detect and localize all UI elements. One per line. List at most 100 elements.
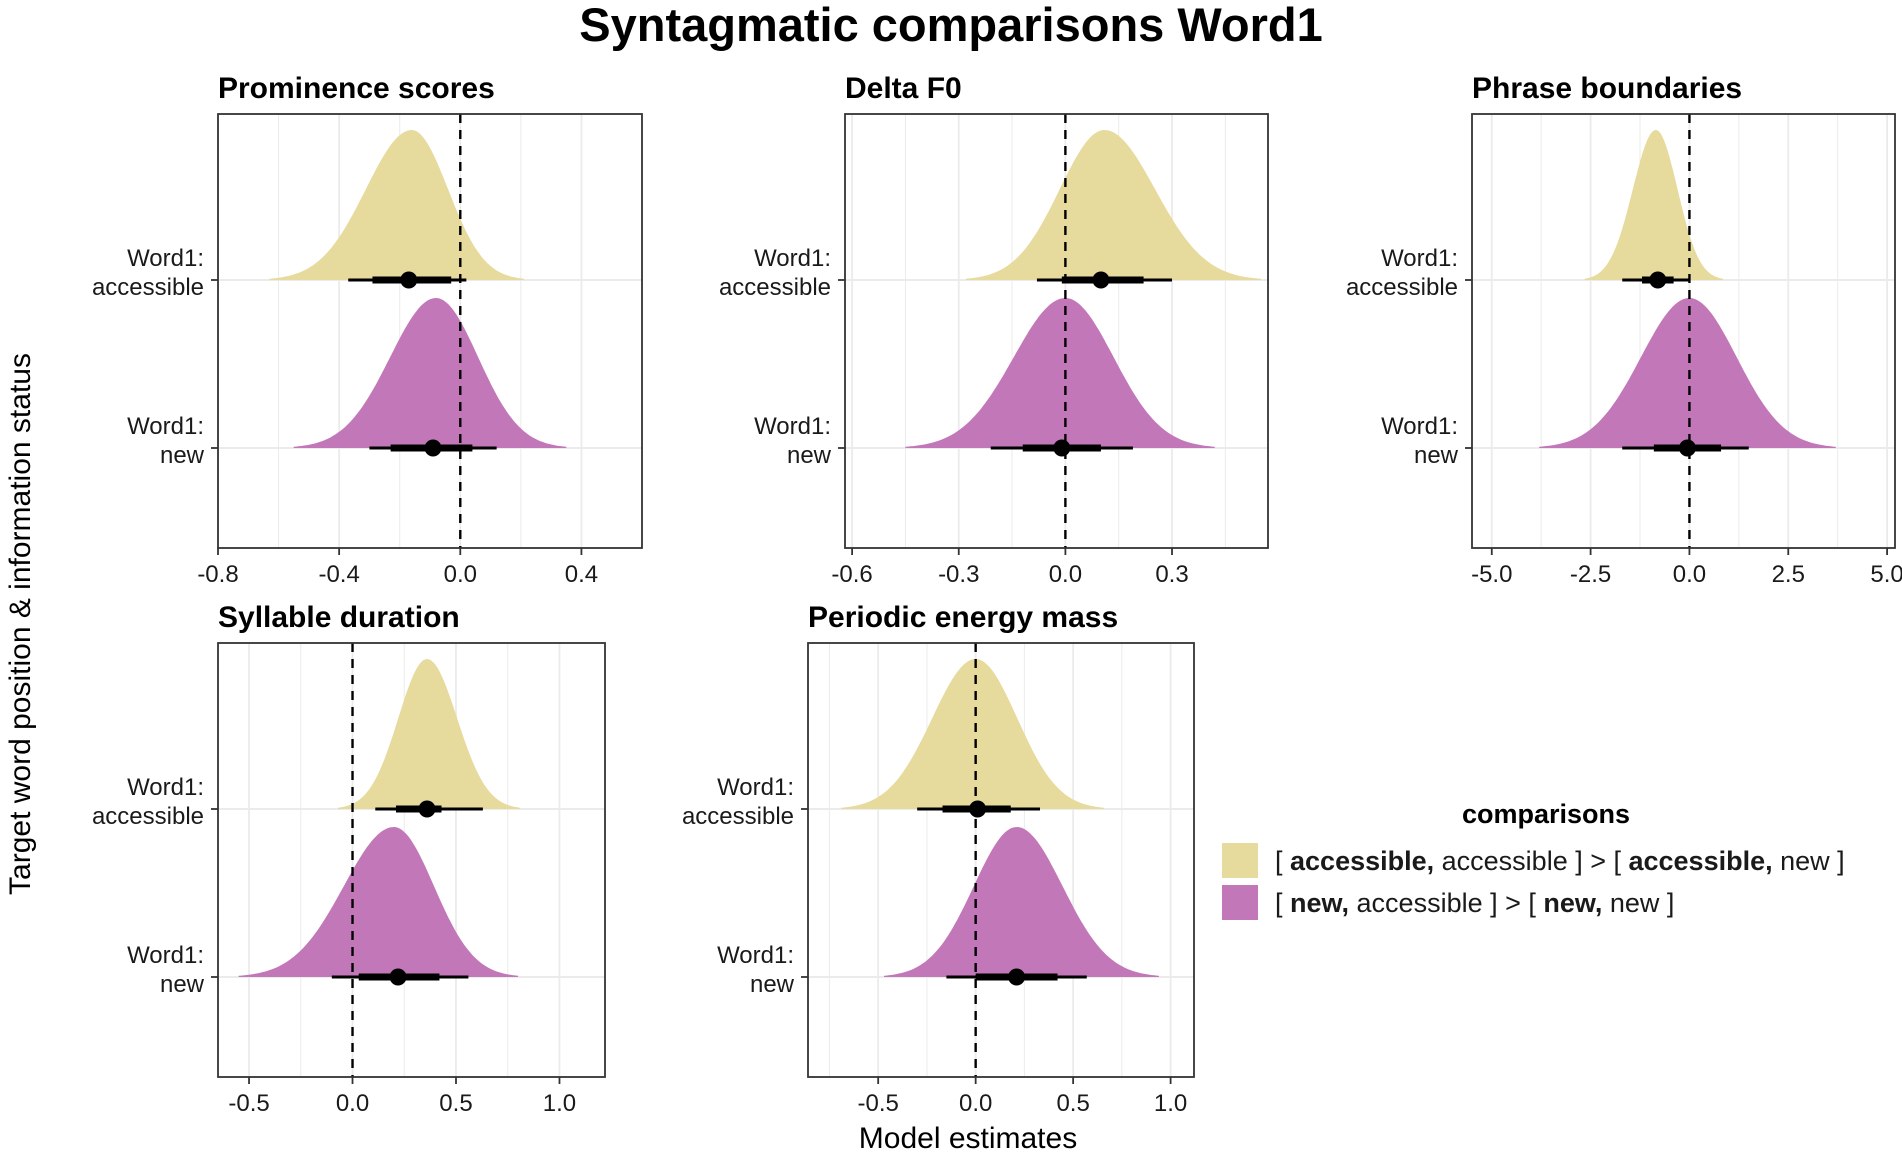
point-estimate [1678,439,1696,457]
legend-key-swatch [1222,885,1258,920]
legend-label-part: new ] [1773,846,1845,876]
x-tick-label: 1.0 [1154,1090,1187,1117]
density-ridge-accessible [841,659,1105,809]
legend-label-part: accessible ] > [ [1434,846,1628,876]
point-estimate [400,271,418,289]
y-tick-label-line: new [750,971,795,998]
x-tick-label: 0.0 [444,561,477,588]
y-tick-label-line: Word1: [717,774,794,801]
y-tick-label-line: Word1: [754,413,831,440]
panel-title: Delta F0 [845,72,962,105]
density-ridge-new [884,827,1159,977]
y-tick-label: Word1: new [1381,413,1459,469]
point-estimate [969,800,987,818]
legend-item-label: [ new, accessible ] > [ new, new ] [1275,888,1674,918]
y-tick-label: Word1: accessible [682,774,794,830]
y-tick-label: Word1: new [127,413,205,469]
y-tick-label-line: Word1: [127,245,204,272]
x-tick-label: -0.5 [858,1090,899,1117]
x-axis-title: Model estimates [859,1122,1077,1155]
y-tick-label: Word1: accessible [92,774,204,830]
panel-title: Syllable duration [218,601,460,634]
x-tick-label: -0.8 [197,561,238,588]
y-tick-label-line: new [787,442,832,469]
y-tick-label-line: new [160,442,205,469]
x-tick-label: 5.0 [1870,561,1902,588]
y-tick-label-line: new [1414,442,1459,469]
legend-label-bold-part: accessible, [1290,846,1434,876]
y-tick-label-line: Word1: [127,413,204,440]
legend-label-part: [ [1275,888,1290,918]
legend-title: comparisons [1462,799,1630,829]
x-tick-label: -0.6 [831,561,872,588]
panel-title: Prominence scores [218,72,495,105]
density-ridge-accessible [965,130,1261,280]
x-tick-label: -0.5 [228,1090,269,1117]
x-tick-label: -0.4 [318,561,359,588]
panel-border [217,642,606,1078]
y-tick-label-line: accessible [1346,274,1458,301]
x-tick-label: 0.0 [959,1090,992,1117]
legend-label-bold-part: new, [1543,888,1602,918]
density-ridge-new [293,298,567,448]
panel-title: Periodic energy mass [808,601,1118,634]
legend-item-label: [ accessible, accessible ] > [ accessibl… [1275,846,1845,876]
density-ridge-accessible [338,659,521,809]
legend-label-bold-part: accessible, [1628,846,1772,876]
x-tick-label: -2.5 [1570,561,1611,588]
point-estimate [424,439,442,457]
x-tick-label: -5.0 [1471,561,1512,588]
legend-label-part: [ [1275,846,1290,876]
y-tick-label-line: accessible [92,274,204,301]
panel-border [1471,113,1896,549]
legend-label-part: accessible ] > [ [1349,888,1543,918]
y-tick-label-line: Word1: [717,942,794,969]
y-tick-label: Word1: accessible [719,245,831,301]
x-tick-label: 0.4 [565,561,598,588]
panel-syllable-duration: Syllable duration Word1: accessible Word1: n… [92,601,606,1117]
x-tick-label: 0.3 [1155,561,1188,588]
panel-border [807,642,1195,1078]
point-estimate [1053,439,1071,457]
density-ridge-new [1539,298,1836,448]
x-tick-label: 0.5 [1056,1090,1089,1117]
panel-title: Phrase boundaries [1472,72,1742,105]
density-ridge-accessible [269,130,524,280]
x-tick-label: 0.0 [1673,561,1706,588]
legend-key-swatch [1222,843,1258,878]
y-tick-label-line: accessible [719,274,831,301]
x-tick-label: 0.5 [439,1090,472,1117]
panel-border [844,113,1269,549]
y-tick-label-line: accessible [682,803,794,830]
x-tick-label: 0.0 [1049,561,1082,588]
density-ridge-new [238,827,519,977]
y-tick-label: Word1: new [754,413,832,469]
y-tick-label-line: new [160,971,205,998]
legend: comparisons [ accessible, accessible ] > … [1222,799,1845,920]
density-ridge-new [905,298,1215,448]
panel-border [217,113,643,549]
point-estimate [1649,271,1667,289]
legend-label-part: new ] [1602,888,1674,918]
x-tick-label: 0.0 [336,1090,369,1117]
y-tick-label-line: Word1: [754,245,831,272]
y-tick-label: Word1: accessible [92,245,204,301]
point-estimate [389,968,407,986]
density-ridge-accessible [1584,130,1723,280]
y-tick-label-line: Word1: [1381,245,1458,272]
y-tick-label: Word1: new [127,942,205,998]
x-tick-label: -0.3 [938,561,979,588]
x-tick-label: 1.0 [543,1090,576,1117]
point-estimate [418,800,436,818]
point-estimate [1092,271,1110,289]
y-tick-label: Word1: accessible [1346,245,1458,301]
y-tick-label: Word1: new [717,942,795,998]
x-tick-label: 2.5 [1772,561,1805,588]
y-axis-title: Target word position & information statu… [4,353,37,895]
